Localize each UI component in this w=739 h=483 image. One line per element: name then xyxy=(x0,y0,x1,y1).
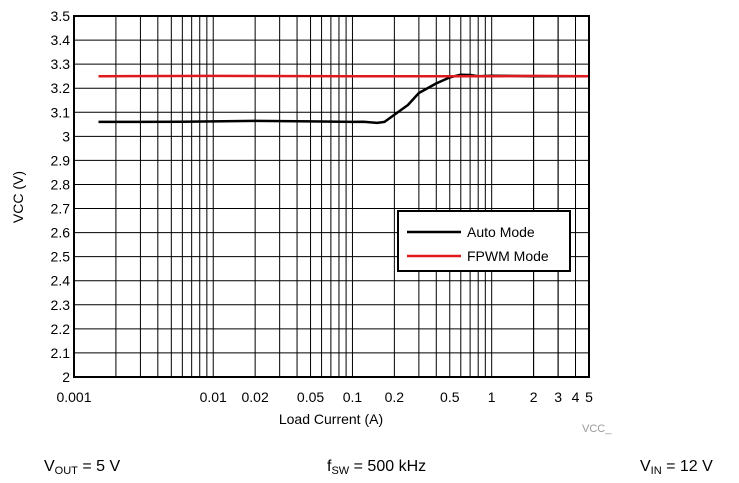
y-tick-label: 2.1 xyxy=(51,345,71,361)
plot-series xyxy=(98,73,590,125)
x-tick-label: 0.02 xyxy=(242,389,269,405)
x-axis: 0.001 0.01 0.02 0.05 0.1 0.2 0.5 1 2 3 4 5 xyxy=(56,389,593,405)
legend-box xyxy=(397,210,571,272)
x-tick-label: 0.5 xyxy=(440,389,460,405)
y-tick-label: 2.5 xyxy=(51,249,71,265)
x-tick-label: 2 xyxy=(530,389,538,405)
x-tick-label: 0.05 xyxy=(297,389,324,405)
y-tick-label: 3.5 xyxy=(51,8,71,24)
y-tick-label: 3.4 xyxy=(51,32,71,48)
x-tick-label: 5 xyxy=(585,389,593,405)
y-tick-label: 3 xyxy=(62,128,70,144)
x-tick-label: 4 xyxy=(572,389,580,405)
y-tick-label: 2.3 xyxy=(51,297,71,313)
legend: Auto Mode FPWM Mode xyxy=(397,210,571,272)
x-tick-label: 0.2 xyxy=(385,389,405,405)
series-line-auto-mode xyxy=(98,73,589,125)
vcc-vs-load-current-chart: 2 2.1 2.2 2.3 2.4 2.5 2.6 2.7 2.8 2.9 3 3.1 3.2 3.3 3.… xyxy=(10,8,612,435)
y-tick-label: 2.4 xyxy=(51,273,71,289)
condition-vin: VIN = 12 V xyxy=(640,458,713,477)
x-tick-label: 3 xyxy=(554,389,562,405)
x-tick-label: 1 xyxy=(488,389,496,405)
x-tick-label: 0.01 xyxy=(200,389,227,405)
y-axis: 2 2.1 2.2 2.3 2.4 2.5 2.6 2.7 2.8 2.9 3 3.1 3.2 3.3 3.… xyxy=(51,8,71,385)
y-tick-label: 2.2 xyxy=(51,321,71,337)
y-axis-title: VCC (V) xyxy=(10,171,26,223)
condition-vout: VOUT = 5 V xyxy=(44,458,121,477)
y-tick-label: 2.9 xyxy=(51,152,71,168)
condition-fsw: fSW = 500 kHz xyxy=(327,458,427,477)
grid xyxy=(73,15,590,378)
y-tick-label: 2.6 xyxy=(51,225,71,241)
legend-label-fpwm-mode: FPWM Mode xyxy=(467,248,549,264)
y-tick-label: 2 xyxy=(62,369,70,385)
figure-watermark: VCC_ xyxy=(582,423,612,435)
legend-label-auto-mode: Auto Mode xyxy=(467,224,535,240)
y-tick-label: 3.3 xyxy=(51,56,71,72)
x-axis-title: Load Current (A) xyxy=(279,411,383,427)
y-tick-label: 2.7 xyxy=(51,201,71,217)
x-tick-label: 0.001 xyxy=(56,389,91,405)
y-tick-label: 2.8 xyxy=(51,176,71,192)
y-tick-label: 3.1 xyxy=(51,104,71,120)
plot-frame xyxy=(73,15,590,378)
x-tick-label: 0.1 xyxy=(343,389,363,405)
y-tick-label: 3.2 xyxy=(51,80,71,96)
